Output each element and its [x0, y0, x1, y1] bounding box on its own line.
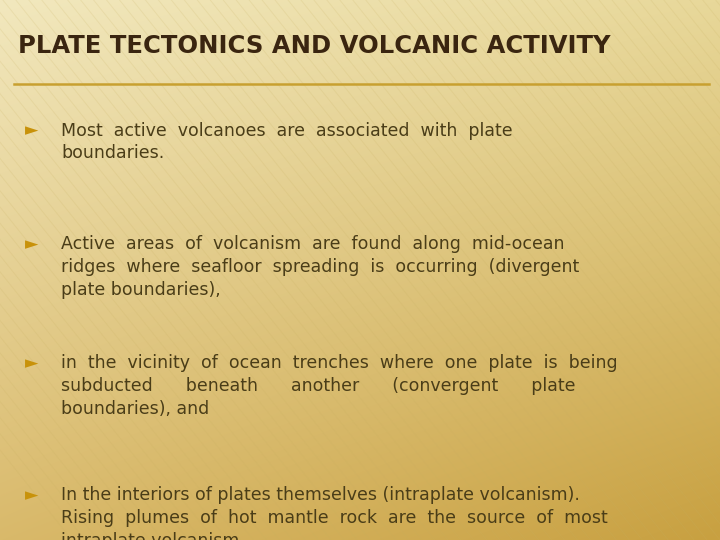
Text: Most  active  volcanoes  are  associated  with  plate
boundaries.: Most active volcanoes are associated wit… — [61, 122, 513, 163]
Text: ►: ► — [25, 354, 39, 372]
Text: ►: ► — [25, 122, 39, 139]
Text: In the interiors of plates themselves (intraplate volcanism).
Rising  plumes  of: In the interiors of plates themselves (i… — [61, 486, 608, 540]
Text: ►: ► — [25, 486, 39, 504]
Text: in  the  vicinity  of  ocean  trenches  where  one  plate  is  being
subducted  : in the vicinity of ocean trenches where … — [61, 354, 618, 417]
Text: Active  areas  of  volcanism  are  found  along  mid-ocean
ridges  where  seaflo: Active areas of volcanism are found alon… — [61, 235, 580, 299]
Text: ►: ► — [25, 235, 39, 253]
Text: PLATE TECTONICS AND VOLCANIC ACTIVITY: PLATE TECTONICS AND VOLCANIC ACTIVITY — [18, 34, 611, 58]
